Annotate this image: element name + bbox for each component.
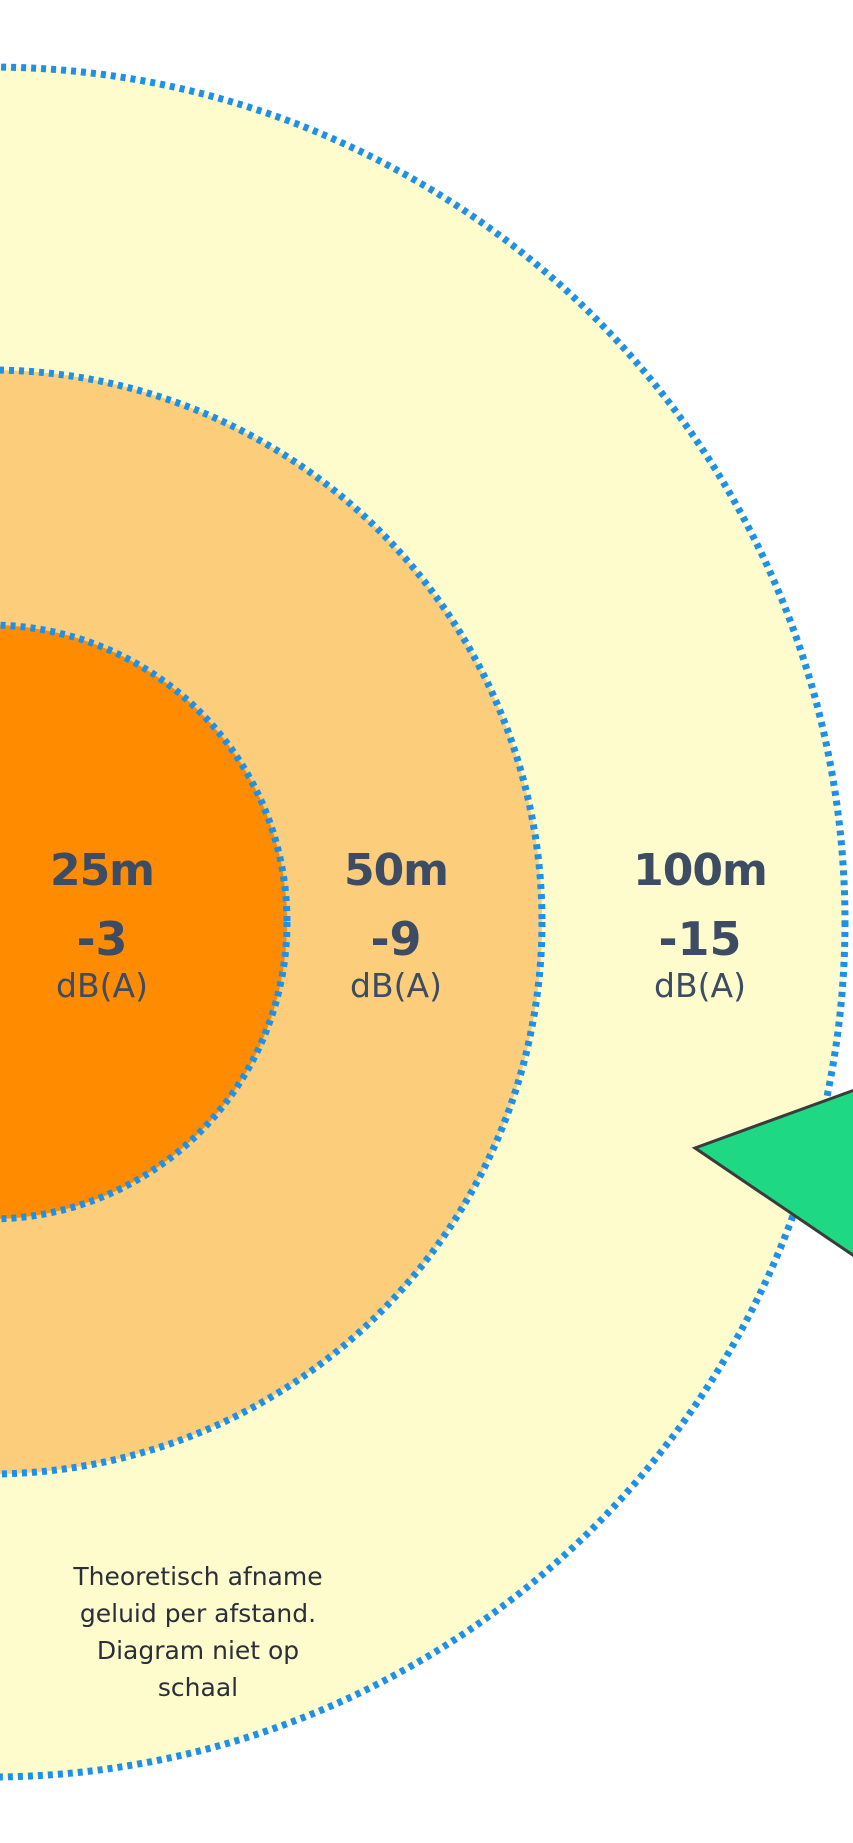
reduction-value: -9 — [370, 912, 422, 966]
diagram-note: Theoretisch afname geluid per afstand. D… — [38, 1558, 358, 1706]
distance-label: 50m — [343, 845, 449, 896]
note-line: Theoretisch afname — [73, 1562, 323, 1591]
note-line: schaal — [157, 1673, 239, 1702]
zone-label-50m: 50m -9 dB(A) — [286, 844, 506, 1006]
zone-label-100m: 100m -15 dB(A) — [590, 844, 810, 1006]
zone-label-25m: 25m -3 dB(A) — [0, 844, 212, 1006]
reduction-value: -3 — [76, 912, 128, 966]
unit-label: dB(A) — [350, 966, 442, 1005]
reduction-value: -15 — [658, 912, 742, 966]
pointer-triangle — [691, 1088, 853, 1258]
note-line: Diagram niet op — [96, 1636, 300, 1665]
note-line: geluid per afstand. — [79, 1599, 317, 1628]
unit-label: dB(A) — [654, 966, 746, 1005]
inner-zone-25m — [0, 621, 291, 1223]
unit-label: dB(A) — [56, 966, 148, 1005]
distance-label: 100m — [633, 845, 768, 896]
distance-label: 25m — [49, 845, 155, 896]
